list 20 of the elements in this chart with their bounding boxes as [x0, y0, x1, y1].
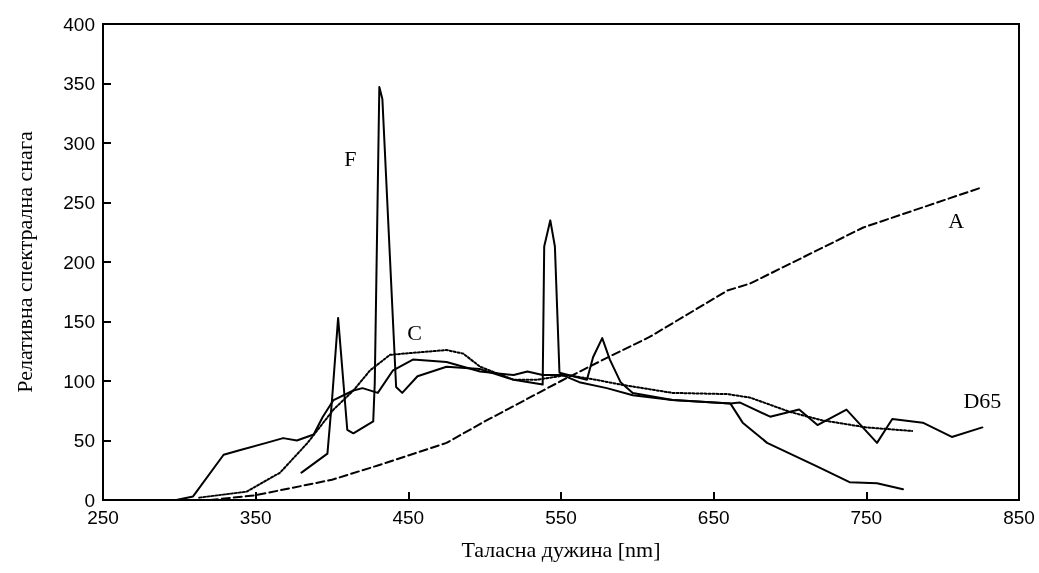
y-tick-label: 100 — [63, 370, 95, 392]
x-tick-label: 850 — [1003, 507, 1035, 528]
series-label: F — [344, 145, 357, 171]
y-tick-label: 50 — [73, 430, 95, 451]
y-tick-label: 350 — [63, 73, 95, 94]
series-label: C — [407, 319, 422, 345]
series-label: D65 — [963, 387, 1002, 413]
y-tick-label: 200 — [63, 251, 95, 273]
x-tick-label: 350 — [239, 507, 272, 528]
y-tick-label: 250 — [63, 192, 95, 213]
x-tick-label: 650 — [697, 507, 730, 528]
y-tick-label: 150 — [63, 311, 95, 332]
x-tick-label: 550 — [545, 507, 577, 528]
series-label: A — [948, 207, 965, 233]
y-tick-label: 400 — [63, 13, 95, 35]
y-axis-title: Релативна спектрална снага — [11, 131, 37, 393]
x-axis-title: Таласна дужина [nm] — [461, 536, 661, 562]
y-tick-label: 300 — [63, 132, 95, 154]
x-tick-label: 750 — [850, 507, 883, 528]
x-tick-label: 450 — [392, 507, 425, 528]
